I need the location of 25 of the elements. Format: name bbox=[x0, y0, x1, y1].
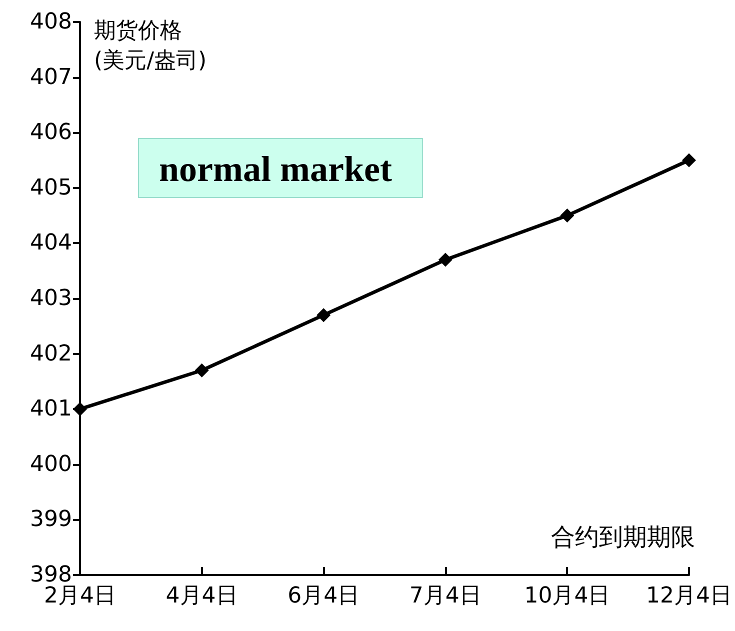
y-tick-label: 401 bbox=[30, 396, 72, 422]
y-tick-label: 407 bbox=[30, 64, 72, 90]
y-tick-label: 403 bbox=[30, 286, 72, 311]
point bbox=[682, 153, 696, 168]
y-axis-title: 期货价格 (美元/盎司) bbox=[94, 18, 207, 74]
x-tick-label: 6月4日 bbox=[288, 584, 360, 608]
y-tick-label: 400 bbox=[30, 452, 72, 477]
point bbox=[316, 308, 331, 322]
x-tick-label: 10月4日 bbox=[524, 584, 610, 608]
y-tick-label: 402 bbox=[30, 341, 72, 366]
x-axis-title: 合约到期期限 bbox=[551, 523, 695, 551]
point bbox=[560, 208, 574, 223]
x-tick-label: 7月4日 bbox=[409, 584, 482, 608]
y-tick-label: 406 bbox=[30, 120, 72, 146]
x-tick-label: 4月4日 bbox=[166, 584, 238, 608]
point bbox=[73, 402, 87, 416]
point bbox=[438, 252, 452, 267]
y-tick-label: 404 bbox=[30, 230, 72, 256]
x-tick-label: 12月4日 bbox=[646, 584, 732, 608]
point bbox=[194, 363, 209, 378]
x-tick-label: 2月4日 bbox=[44, 584, 116, 608]
y-tick-label: 399 bbox=[30, 507, 72, 532]
y-tick-label: 405 bbox=[30, 175, 72, 200]
y-tick-label: 408 bbox=[30, 10, 72, 34]
annotation: normal market bbox=[159, 149, 392, 189]
